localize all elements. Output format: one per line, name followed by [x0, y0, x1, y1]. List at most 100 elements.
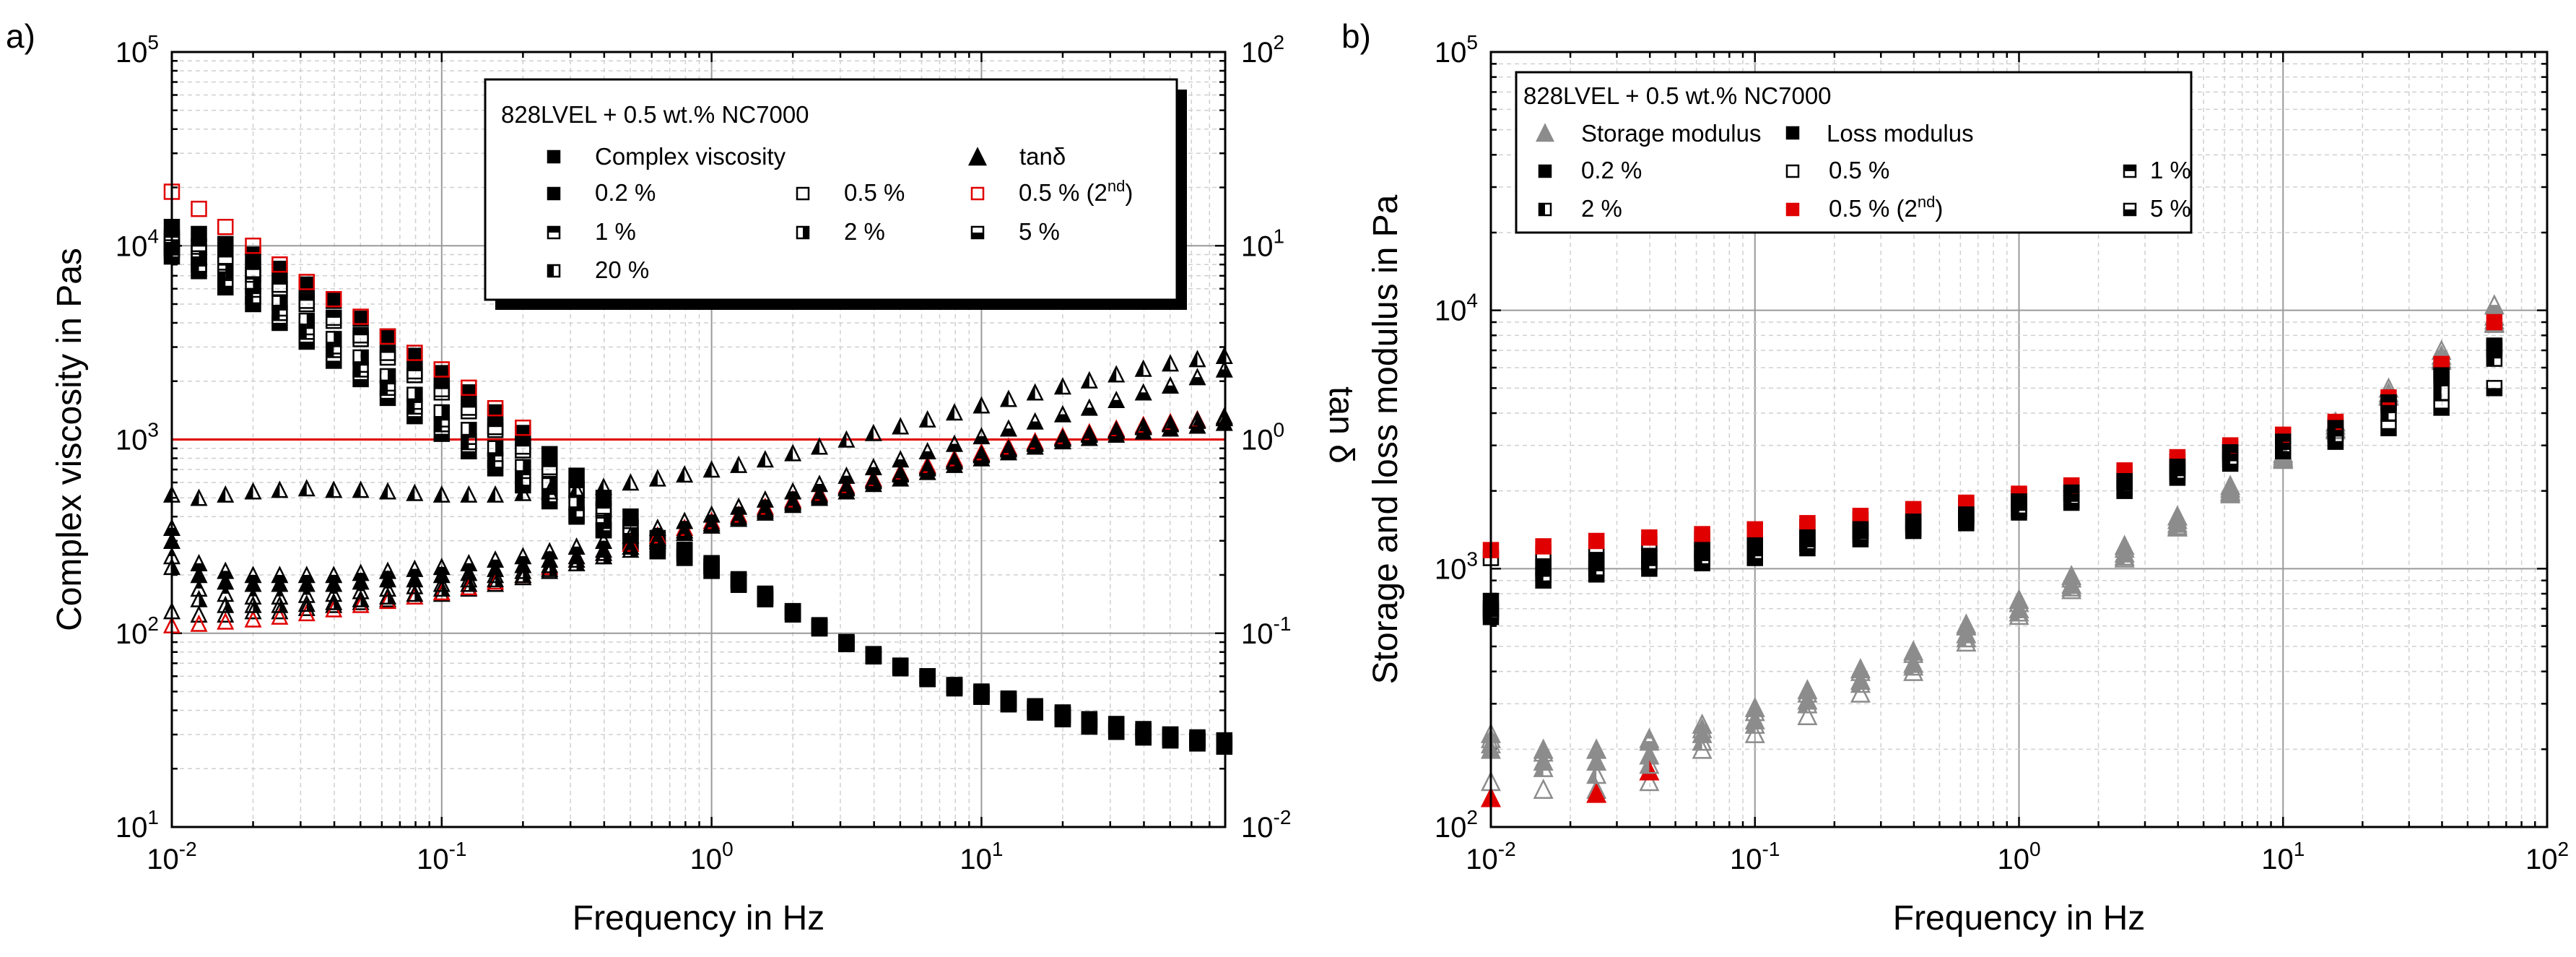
point-tan-delta-20-outline: [1188, 350, 1206, 368]
legend-header-tan-delta: tanδ: [1019, 143, 1066, 170]
point-storage-5-fill: [2485, 305, 2503, 314]
point-viscosity-2-fill: [793, 605, 801, 620]
legend-box: [1515, 71, 2193, 234]
legend-entry-1: 1 %: [595, 218, 636, 245]
point-viscosity-20-outline: [217, 271, 234, 288]
y-tick-label-base: 10: [116, 812, 148, 844]
point-viscosity-1: [515, 438, 531, 455]
point-storage-2: [1797, 693, 1818, 714]
point-tan-delta-20: [918, 410, 936, 428]
point-viscosity-20-fill: [245, 288, 253, 303]
point-loss-5-fill: [1800, 548, 1815, 556]
point-loss-0-5-2nd: [1694, 526, 1710, 542]
point-viscosity-2-fill: [846, 636, 854, 651]
point-tan-delta-2-outline: [864, 472, 882, 490]
point-viscosity-2-fill: [819, 619, 827, 634]
point-loss-5: [2116, 482, 2133, 499]
point-tan-delta-2-outline: [406, 584, 424, 602]
point-viscosity-0-2-fill: [515, 425, 531, 441]
point-loss-0-5-2nd-fill: [1642, 530, 1657, 545]
point-tan-delta-5: [1162, 376, 1180, 394]
y2-tick-label: 10-2: [1241, 806, 1291, 844]
point-viscosity-0-5-2nd: [487, 399, 504, 417]
point-viscosity-20-fill: [677, 550, 685, 566]
point-loss-0-5-2nd-fill: [1694, 527, 1710, 542]
point-loss-5-outline: [2380, 420, 2397, 436]
point-viscosity-20: [1135, 729, 1152, 746]
point-storage-0-5-2nd: [1586, 782, 1607, 803]
point-tan-delta-20-outline: [622, 473, 640, 491]
point-loss-0-5-2nd: [1588, 532, 1605, 550]
point-storage-5: [1533, 738, 1554, 759]
legend-header-storage: Storage modulus: [1581, 120, 1761, 147]
point-viscosity-20-outline: [191, 256, 207, 273]
point-loss-5-fill: [2381, 428, 2396, 436]
point-viscosity-1-outline: [406, 363, 423, 380]
point-viscosity-1-outline: [325, 309, 342, 326]
point-tan-delta-5: [1026, 412, 1044, 430]
legend: 828LVEL + 0.5 wt.% NC7000 Storage modulus…: [1515, 71, 2193, 234]
point-tan-delta-20-outline: [945, 403, 963, 421]
point-tan-delta-0-2-fill: [326, 576, 341, 592]
point-tan-delta-20: [837, 430, 856, 448]
point-tan-delta-0-2-fill: [380, 571, 396, 586]
point-viscosity-20-fill: [299, 324, 307, 339]
point-storage-0-5: [1639, 771, 1660, 792]
point-viscosity-20-outline: [1135, 729, 1152, 746]
point-tan-delta-20-outline: [432, 485, 451, 503]
point-tan-delta-5-outline: [1108, 390, 1126, 408]
point-viscosity-1-fill: [623, 519, 638, 527]
point-tan-delta-2-outline: [1026, 434, 1044, 452]
point-viscosity-2-fill: [711, 559, 719, 574]
point-viscosity-1-outline: [271, 276, 288, 293]
point-loss-5-outline: [2063, 494, 2080, 511]
point-storage-2-outline: [1639, 753, 1660, 774]
point-tan-delta-2-outline: [1188, 411, 1206, 429]
point-tan-delta-20: [784, 443, 802, 462]
point-viscosity-20: [1000, 696, 1017, 713]
point-loss-5: [2275, 443, 2292, 459]
point-viscosity-0-5-2nd: [515, 419, 531, 436]
point-storage-5: [1639, 730, 1660, 751]
point-loss-5: [1905, 522, 1922, 540]
point-viscosity-2-fill: [604, 514, 612, 529]
point-tan-delta-2: [595, 547, 613, 565]
point-viscosity-0-5-2nd: [406, 345, 423, 361]
point-storage-5-outline: [1533, 738, 1554, 759]
point-storage-0-5-outline: [1850, 682, 1871, 703]
point-viscosity-20-fill: [353, 362, 361, 377]
point-viscosity-20: [379, 379, 396, 397]
point-viscosity-20-fill: [866, 649, 874, 664]
point-viscosity-5-fill: [461, 451, 477, 459]
point-tan-delta-5: [892, 450, 910, 468]
x-tick-label: 10-1: [417, 838, 466, 875]
point-tan-delta-2-outline: [541, 559, 559, 577]
point-loss-2-fill: [1906, 519, 1914, 534]
point-loss-0-5-2nd: [1641, 529, 1658, 546]
point-viscosity-5-fill: [245, 304, 261, 312]
point-viscosity-0-5-2nd-outline: [325, 290, 342, 308]
point-tan-delta-20-outline: [837, 430, 856, 448]
point-tan-delta-20: [999, 389, 1017, 407]
point-viscosity-1-fill: [542, 459, 557, 467]
point-loss-5-outline: [2275, 443, 2292, 459]
point-tan-delta-2: [1026, 434, 1044, 452]
point-viscosity-2-fill: [1170, 729, 1178, 745]
point-viscosity-20-fill: [1027, 705, 1035, 720]
x-tick-label-exponent: 0: [722, 838, 734, 860]
point-viscosity-20-fill: [515, 471, 523, 486]
point-loss-2-fill: [2381, 405, 2389, 420]
x-tick-label-exponent: -1: [1762, 838, 1780, 860]
point-viscosity-0-2-fill: [326, 293, 341, 308]
point-tan-delta-0-5-2nd-outline: [244, 610, 262, 628]
point-tan-delta-20: [676, 465, 694, 483]
point-loss-5-fill: [2170, 477, 2185, 485]
y-tick-label: 102: [1435, 806, 1478, 844]
y2-tick-label-base: 10: [1241, 425, 1274, 456]
point-viscosity-1: [217, 249, 234, 266]
point-viscosity-0-2-fill: [218, 236, 233, 251]
legend-title: 828LVEL + 0.5 wt.% NC7000: [501, 101, 809, 128]
x-tick-label-base: 10: [2525, 844, 2558, 875]
point-viscosity-2-fill: [1143, 727, 1151, 742]
point-tan-delta-2: [945, 452, 963, 470]
